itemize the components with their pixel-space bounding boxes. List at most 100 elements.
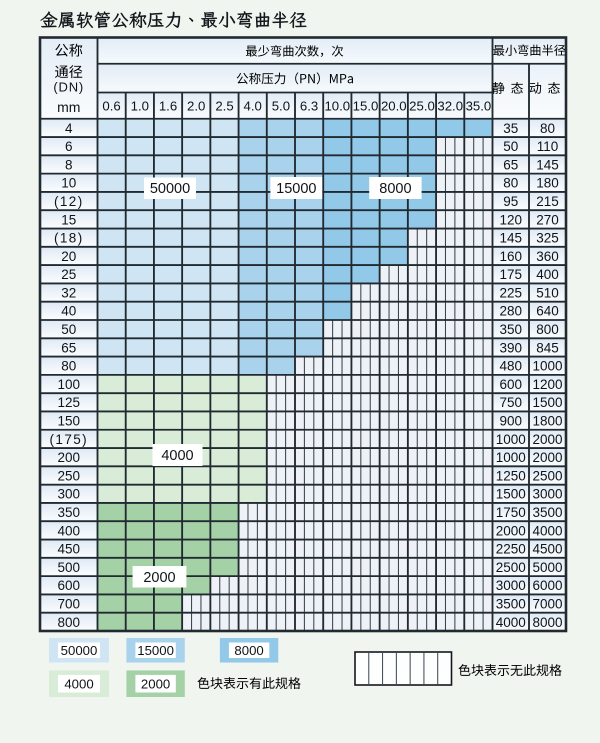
svg-text:2000: 2000	[532, 450, 562, 465]
svg-text:2.5: 2.5	[215, 99, 233, 114]
svg-text:2250: 2250	[496, 542, 526, 557]
svg-text:32: 32	[61, 285, 76, 300]
svg-text:mm: mm	[57, 99, 80, 115]
svg-text:4000: 4000	[496, 615, 526, 630]
svg-text:700: 700	[58, 597, 81, 612]
svg-text:50000: 50000	[150, 181, 190, 197]
svg-text:3500: 3500	[496, 597, 526, 612]
svg-text:6.3: 6.3	[300, 99, 318, 114]
svg-text:40: 40	[61, 304, 76, 319]
svg-text:1200: 1200	[532, 377, 562, 392]
svg-text:5.0: 5.0	[272, 99, 290, 114]
svg-text:1500: 1500	[532, 395, 562, 410]
svg-text:(18): (18)	[54, 231, 84, 246]
svg-text:10.0: 10.0	[324, 99, 350, 114]
svg-text:50: 50	[61, 322, 76, 337]
svg-text:200: 200	[58, 450, 81, 465]
svg-text:0.6: 0.6	[102, 99, 120, 114]
svg-text:4.0: 4.0	[244, 99, 262, 114]
svg-text:(12): (12)	[54, 194, 84, 209]
svg-text:15.0: 15.0	[353, 99, 379, 114]
svg-text:15000: 15000	[137, 643, 174, 658]
svg-text:6: 6	[65, 139, 73, 154]
svg-text:4000: 4000	[64, 677, 93, 692]
svg-text:110: 110	[537, 139, 559, 154]
svg-text:600: 600	[500, 377, 523, 392]
svg-text:400: 400	[536, 267, 559, 282]
svg-text:1750: 1750	[496, 505, 526, 520]
svg-text:845: 845	[536, 340, 559, 355]
svg-text:8000: 8000	[379, 181, 411, 197]
svg-text:325: 325	[536, 231, 559, 246]
svg-text:1000: 1000	[496, 432, 526, 447]
svg-text:270: 270	[536, 212, 559, 227]
svg-text:215: 215	[536, 194, 559, 209]
svg-text:2000: 2000	[496, 523, 526, 538]
svg-text:80: 80	[503, 176, 518, 191]
svg-text:4500: 4500	[532, 542, 562, 557]
svg-text:145: 145	[536, 157, 559, 172]
svg-text:300: 300	[58, 487, 81, 502]
svg-text:2500: 2500	[532, 468, 562, 483]
svg-text:2.0: 2.0	[187, 99, 205, 114]
svg-text:1.0: 1.0	[131, 99, 149, 114]
svg-text:8000: 8000	[234, 643, 263, 658]
svg-text:180: 180	[536, 176, 559, 191]
svg-text:35: 35	[503, 121, 518, 136]
svg-text:480: 480	[500, 359, 523, 374]
svg-text:1250: 1250	[496, 468, 526, 483]
svg-text:390: 390	[500, 340, 523, 355]
svg-text:10: 10	[61, 176, 76, 191]
svg-text:25: 25	[61, 267, 76, 282]
svg-text:95: 95	[503, 194, 518, 209]
svg-text:3000: 3000	[532, 487, 562, 502]
svg-text:6000: 6000	[532, 578, 562, 593]
svg-text:1.6: 1.6	[159, 99, 177, 114]
svg-text:3500: 3500	[532, 505, 562, 520]
svg-text:20: 20	[61, 249, 76, 264]
svg-text:900: 900	[500, 414, 523, 429]
svg-text:32.0: 32.0	[437, 99, 463, 114]
svg-text:(175): (175)	[50, 432, 89, 447]
svg-text:1800: 1800	[532, 414, 562, 429]
svg-text:400: 400	[58, 523, 81, 538]
svg-text:600: 600	[58, 578, 81, 593]
svg-text:50000: 50000	[61, 643, 98, 658]
svg-text:65: 65	[61, 340, 76, 355]
svg-text:2000: 2000	[141, 677, 170, 692]
svg-text:150: 150	[58, 414, 81, 429]
svg-text:15: 15	[61, 212, 76, 227]
svg-text:250: 250	[58, 468, 81, 483]
svg-text:3000: 3000	[496, 578, 526, 593]
svg-text:5000: 5000	[532, 560, 562, 575]
svg-text:2000: 2000	[143, 570, 175, 586]
svg-text:15000: 15000	[276, 181, 316, 197]
svg-text:(DN): (DN)	[53, 80, 84, 95]
svg-text:510: 510	[536, 285, 559, 300]
svg-text:4000: 4000	[161, 448, 193, 464]
svg-text:350: 350	[500, 322, 523, 337]
svg-text:350: 350	[58, 505, 81, 520]
svg-text:25.0: 25.0	[409, 99, 435, 114]
svg-text:80: 80	[540, 121, 555, 136]
svg-text:4: 4	[65, 121, 73, 136]
svg-text:145: 145	[500, 231, 523, 246]
svg-text:125: 125	[58, 395, 81, 410]
svg-text:80: 80	[61, 359, 76, 374]
svg-text:280: 280	[500, 304, 523, 319]
svg-text:750: 750	[500, 395, 523, 410]
svg-text:500: 500	[58, 560, 81, 575]
svg-text:20.0: 20.0	[381, 99, 407, 114]
svg-text:120: 120	[500, 212, 523, 227]
svg-text:1500: 1500	[496, 487, 526, 502]
svg-text:8000: 8000	[532, 615, 562, 630]
svg-text:50: 50	[503, 139, 518, 154]
svg-text:450: 450	[58, 542, 81, 557]
svg-text:640: 640	[536, 304, 559, 319]
svg-text:800: 800	[536, 322, 559, 337]
svg-text:7000: 7000	[532, 597, 562, 612]
svg-text:175: 175	[500, 267, 523, 282]
svg-text:8: 8	[65, 157, 73, 172]
svg-text:35.0: 35.0	[466, 99, 492, 114]
svg-text:225: 225	[500, 285, 523, 300]
